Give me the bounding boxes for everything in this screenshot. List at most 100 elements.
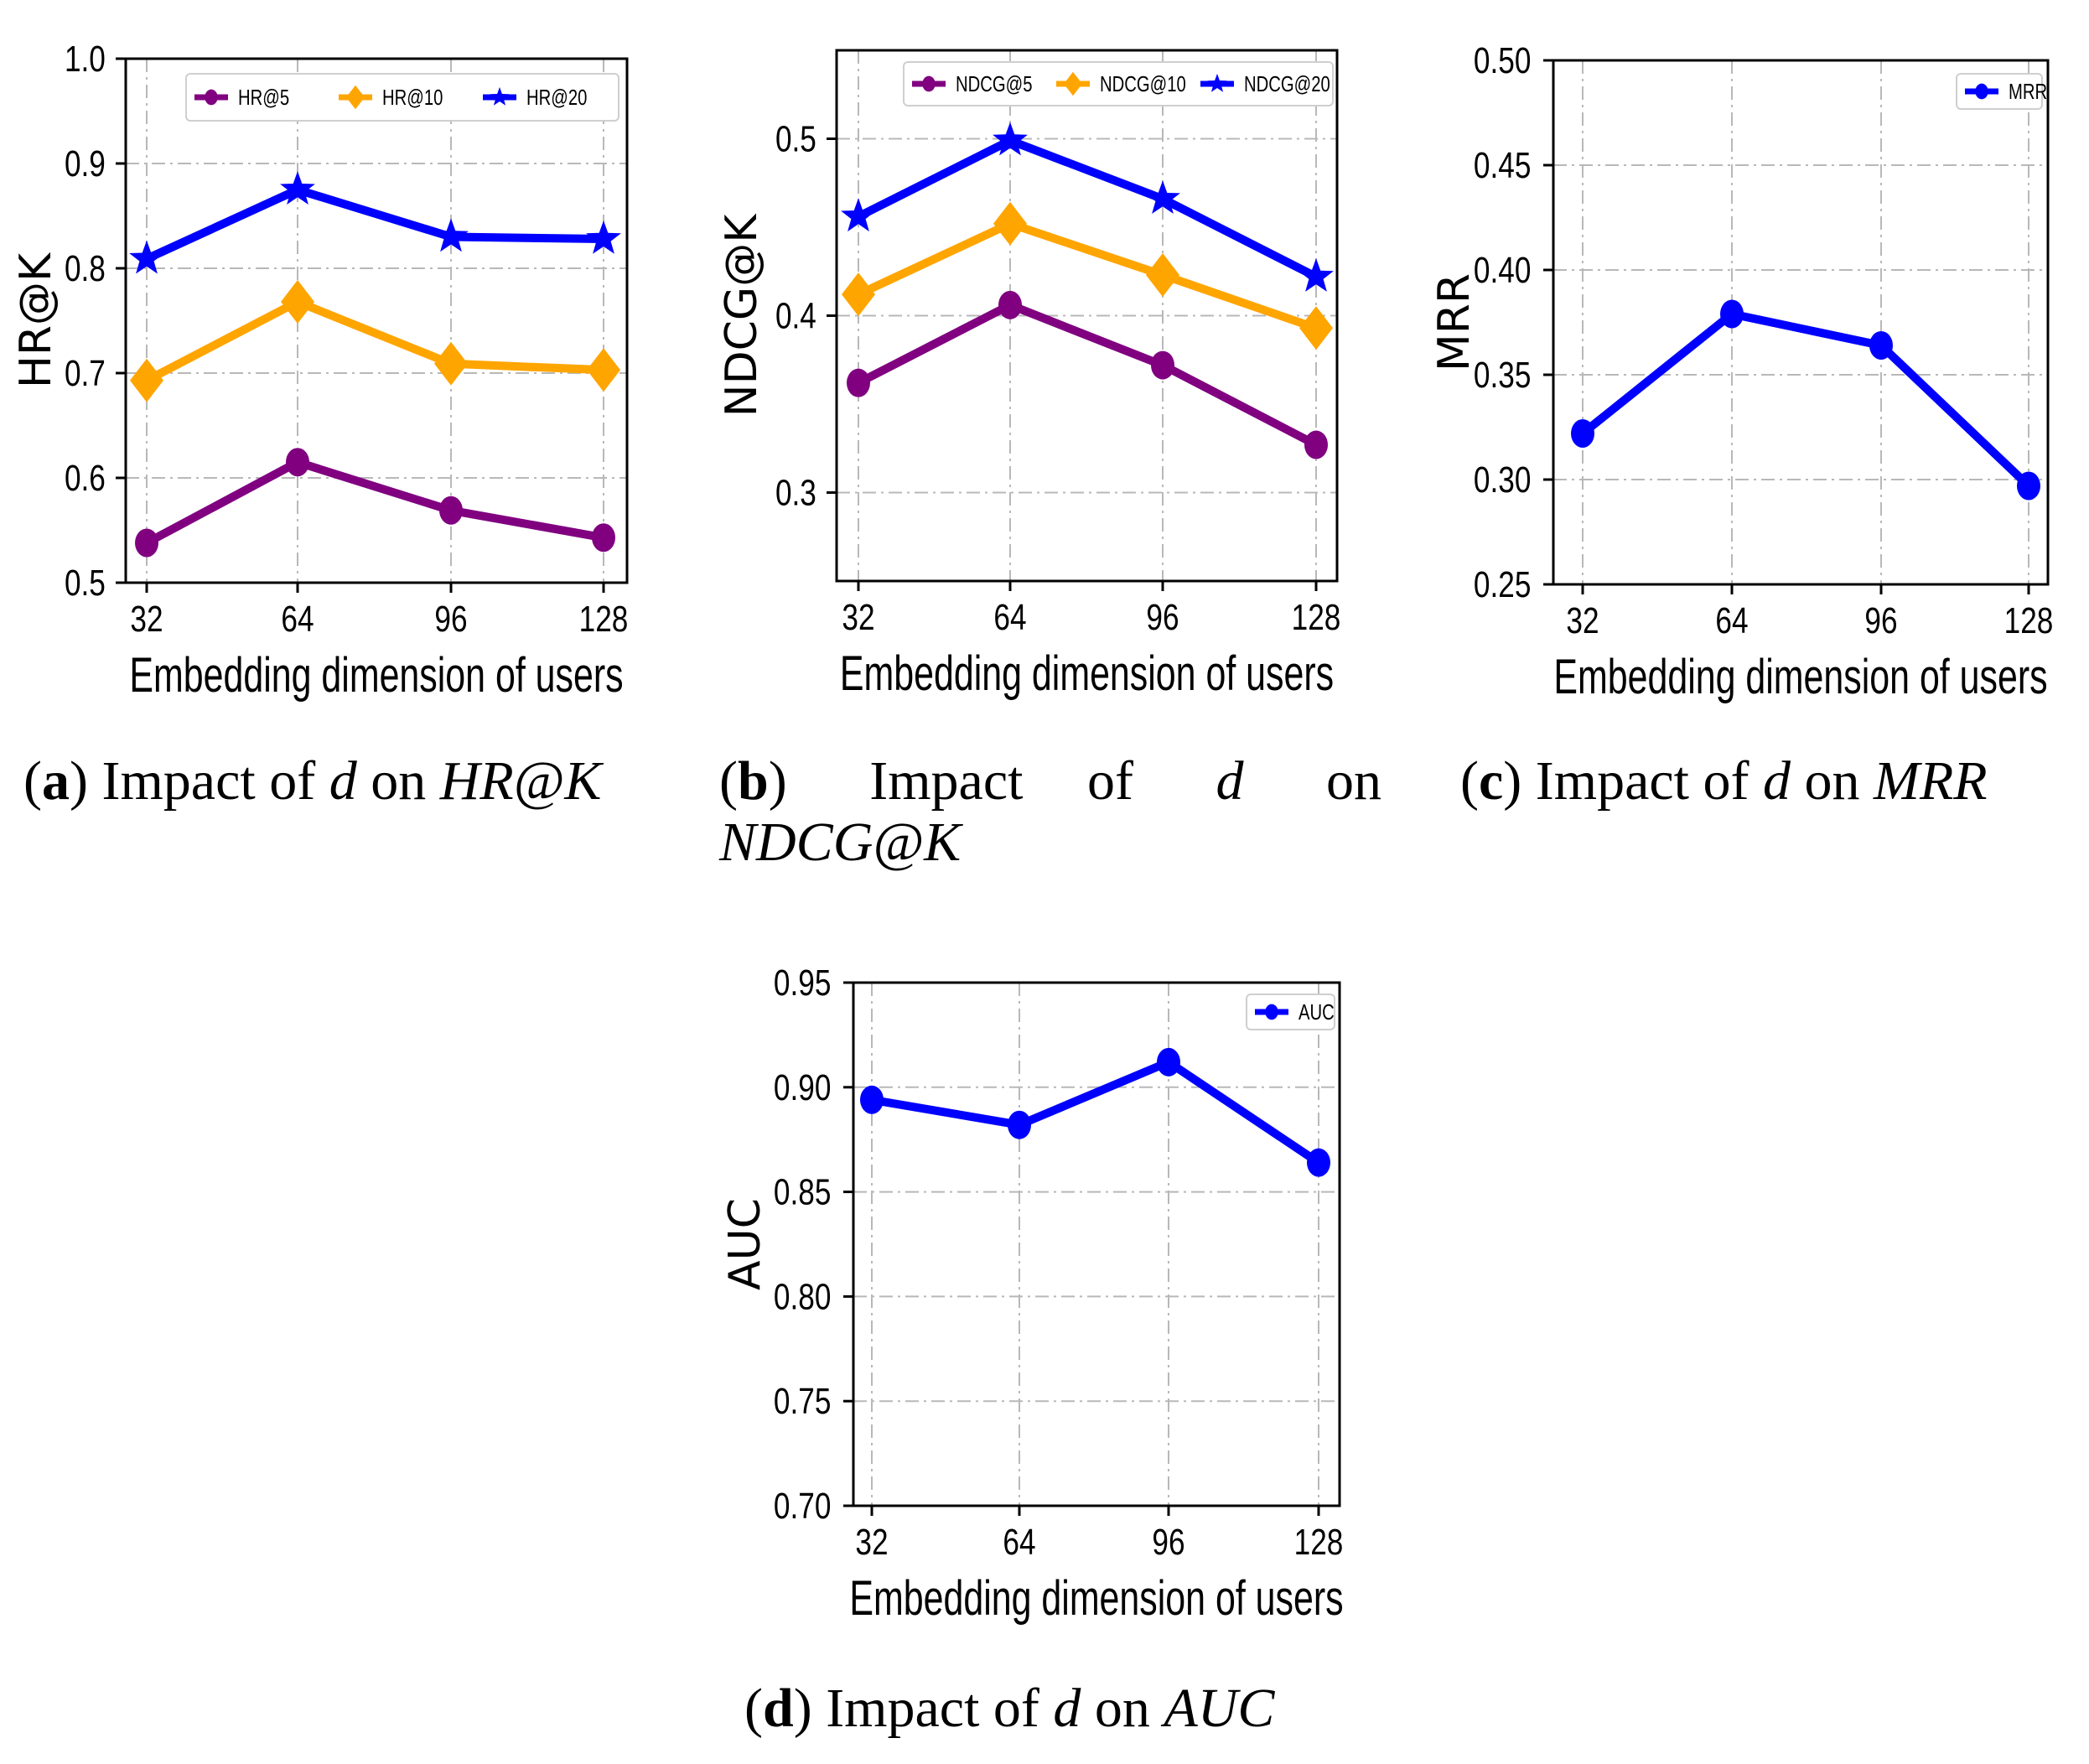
chart-c-ylabel: MRR [1429, 273, 1480, 371]
chart-a-xtick-label-0: 32 [130, 599, 163, 640]
chart-c-series-0-point-2 [1869, 331, 1893, 360]
chart-a-ytick-label-5: 1.0 [65, 39, 106, 80]
caption-a-text: Impact of [101, 750, 316, 812]
caption-d-var: d [1053, 1678, 1081, 1739]
chart-c-frame [1552, 59, 2050, 586]
chart-a-legend [185, 73, 619, 122]
chart-b-series-0-line [854, 300, 1320, 449]
caption-b: (b) Impact of d on NDCG@K [719, 750, 1381, 873]
caption-a-on: on [371, 750, 427, 812]
chart-b-series-1-point-3 [1299, 306, 1333, 350]
chart-b-legend-marker-0 [922, 75, 936, 92]
chart-c-xtick-label-3: 128 [2004, 600, 2054, 641]
caption-b-text: Impact of [869, 750, 1133, 812]
chart-b-series-2-point-1 [993, 122, 1028, 156]
caption-d: (d) Impact of d on AUC [744, 1678, 1275, 1739]
chart-b-legend-label-0: NDCG@5 [956, 72, 1033, 96]
chart-a-series-1-point-2 [434, 341, 468, 386]
chart-a-series-1-line [143, 298, 608, 385]
chart-a-ytick-label-4: 0.9 [65, 143, 106, 184]
chart-a-xlabel: Embedding dimension of users [129, 648, 623, 703]
chart-a-legend-marker-2 [490, 86, 510, 106]
chart-a-legend-marker-1 [346, 85, 365, 110]
chart-a-series-2-point-1 [280, 171, 315, 205]
chart-a-series-0-point-1 [286, 448, 309, 477]
chart-b-series-1-line [854, 219, 1320, 333]
caption-a: (a) Impact of d on HR@K [23, 750, 602, 812]
caption-c-on: on [1804, 750, 1860, 812]
caption-d-text: Impact of [826, 1678, 1039, 1739]
chart-c-xlabel: Embedding dimension of users [1553, 650, 2047, 704]
chart-d-series-0-point-1 [1008, 1110, 1031, 1139]
caption-d-letter: d [762, 1678, 794, 1739]
chart-c-xtick-label-0: 32 [1566, 600, 1599, 641]
caption-d-metric: AUC [1164, 1678, 1275, 1739]
caption-b-metric: NDCG@K [719, 811, 962, 873]
chart-a-series-0-point-2 [439, 495, 463, 525]
chart-a-series-2-line [143, 185, 608, 263]
chart-d-xtick-label-2: 96 [1152, 1522, 1184, 1563]
chart-a-legend-label-1: HR@10 [382, 86, 443, 110]
chart-c: 0.25 0.30 0.35 0.40 0.45 0.50 32 64 96 128 Embeddi… [1429, 40, 2053, 703]
chart-c-series-0-point-0 [1571, 419, 1594, 448]
chart-a-series-0-point-0 [135, 528, 158, 558]
chart-a-ytick-label-0: 0.5 [65, 563, 106, 604]
chart-b-legend-label-1: NDCG@10 [1100, 72, 1186, 96]
chart-b-ylabel: NDCG@K [717, 213, 767, 418]
chart-d-legend-label-0: AUC [1298, 1000, 1335, 1025]
chart-a-legend-label-2: HR@20 [526, 86, 587, 110]
chart-d-ytick-label-0: 0.70 [774, 1486, 831, 1527]
chart-c-series-0-point-3 [2017, 471, 2040, 501]
chart-a-legend-label-0: HR@5 [238, 86, 289, 110]
chart-d-ytick-label-3: 0.85 [774, 1172, 831, 1213]
chart-a-series-0-point-3 [592, 523, 615, 553]
chart-b-ytick-label-0: 0.3 [775, 473, 816, 514]
chart-b-series-1-point-2 [1146, 252, 1179, 297]
chart-d-xlabel: Embedding dimension of users [849, 1571, 1343, 1626]
chart-a-ytick-label-1: 0.6 [65, 458, 106, 499]
chart-a-frame [124, 57, 629, 584]
chart-a-xtick-label-3: 128 [579, 599, 629, 640]
caption-c-var: d [1762, 750, 1791, 812]
chart-a-xtick-label-1: 64 [281, 599, 314, 640]
caption-a-letter: a [41, 750, 70, 812]
chart-a-series-1-point-1 [281, 280, 314, 324]
chart-c-ytick-label-3: 0.40 [1474, 250, 1531, 291]
chart-b-series-2-line [854, 136, 1320, 282]
chart-b-xlabel: Embedding dimension of users [840, 646, 1334, 701]
chart-b-series-2-point-2 [1145, 180, 1180, 214]
chart-c-ytick-label-2: 0.35 [1474, 355, 1531, 396]
chart-c-series-0-line [1578, 309, 2033, 490]
chart-c-legend-marker-0 [1975, 83, 1988, 100]
chart-c-series-0-point-1 [1720, 299, 1744, 329]
chart-b-xtick-label-0: 32 [842, 597, 874, 638]
chart-c-legend-label-0: MRR [2009, 80, 2047, 104]
chart-d-series-0-line [868, 1057, 1323, 1167]
chart-d-series-0-point-2 [1157, 1047, 1180, 1077]
chart-d-ytick-label-2: 0.80 [774, 1277, 831, 1318]
chart-b-xtick-label-2: 96 [1146, 597, 1179, 638]
chart-d-series-0-point-3 [1307, 1148, 1330, 1177]
chart-b-series-2-point-0 [841, 198, 876, 232]
chart-a-series-1-point-0 [130, 358, 163, 402]
caption-a-metric: HR@K [439, 750, 602, 812]
chart-d-xtick-label-3: 128 [1294, 1522, 1344, 1563]
caption-b-var: d [1216, 750, 1244, 812]
chart-c-ytick-label-1: 0.30 [1474, 459, 1531, 501]
caption-c-text: Impact of [1535, 750, 1749, 812]
chart-a-series-1-point-3 [587, 348, 620, 392]
caption-a-var: d [329, 750, 357, 812]
chart-d-xtick-label-1: 64 [1003, 1522, 1035, 1563]
chart-b-series-1-point-1 [993, 201, 1027, 246]
chart-d-ylabel: AUC [720, 1198, 770, 1290]
chart-b-ytick-label-1: 0.4 [775, 296, 816, 337]
chart-b-series-2-point-3 [1298, 258, 1334, 292]
chart-c-ytick-label-0: 0.25 [1474, 564, 1531, 605]
chart-b-xtick-label-3: 128 [1292, 597, 1341, 638]
chart-a-ytick-label-3: 0.8 [65, 248, 106, 289]
chart-b-series-0-point-0 [847, 368, 870, 397]
caption-d-on: on [1094, 1678, 1150, 1739]
chart-d-ytick-label-5: 0.95 [774, 962, 831, 1004]
chart-a-ytick-label-2: 0.7 [65, 353, 106, 394]
